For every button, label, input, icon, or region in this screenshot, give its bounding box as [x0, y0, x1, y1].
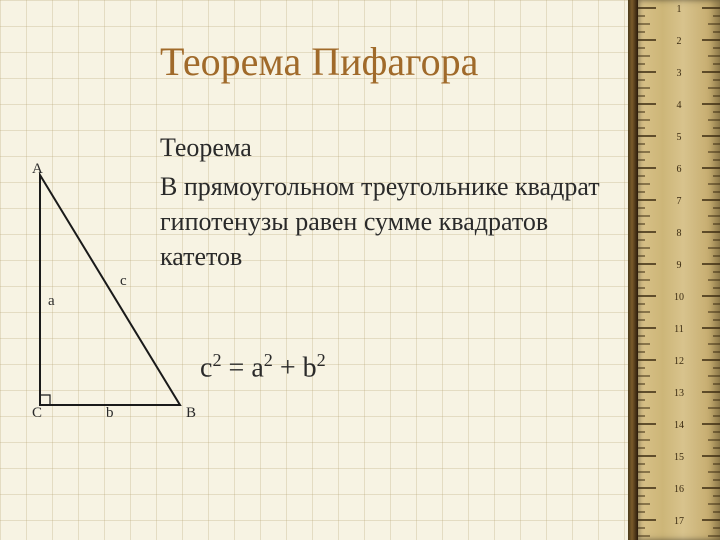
svg-text:8: 8 — [677, 228, 682, 239]
svg-text:16: 16 — [674, 484, 684, 495]
theorem-subheading: Теорема — [160, 130, 600, 165]
theorem-text: Теорема В прямоугольном треугольнике ква… — [160, 130, 600, 274]
triangle-svg — [30, 165, 210, 425]
svg-text:7: 7 — [677, 196, 682, 207]
triangle-diagram: A B C a b c — [30, 165, 210, 425]
formula-c-exp: 2 — [212, 350, 221, 370]
formula-a-exp: 2 — [264, 350, 273, 370]
svg-text:14: 14 — [674, 420, 684, 431]
vertex-label-A: A — [32, 161, 43, 178]
side-label-b: b — [106, 405, 114, 422]
formula-b-exp: 2 — [317, 350, 326, 370]
svg-text:5: 5 — [677, 132, 682, 143]
svg-text:12: 12 — [674, 356, 684, 367]
formula-b: b — [303, 352, 317, 383]
slide-title: Теорема Пифагора — [160, 38, 478, 85]
ruler-ticks: 1234567891011121314151617 — [638, 0, 720, 540]
side-label-c: c — [120, 273, 127, 290]
svg-text:15: 15 — [674, 452, 684, 463]
svg-text:1: 1 — [677, 4, 682, 15]
svg-text:4: 4 — [677, 100, 682, 111]
ruler-edge — [628, 0, 638, 540]
ruler-graphic: 1234567891011121314151617 — [628, 0, 720, 540]
svg-text:6: 6 — [677, 164, 682, 175]
svg-text:17: 17 — [674, 516, 684, 527]
slide: Теорема Пифагора Теорема В прямоугольном… — [0, 0, 720, 540]
svg-text:13: 13 — [674, 388, 684, 399]
formula-eq: = — [222, 352, 252, 383]
vertex-label-C: C — [32, 405, 42, 422]
ruler-body: 1234567891011121314151617 — [638, 0, 720, 540]
svg-text:10: 10 — [674, 292, 684, 303]
svg-text:2: 2 — [677, 36, 682, 47]
pythagoras-formula: c2 = a2 + b2 — [200, 350, 326, 384]
formula-plus: + — [273, 352, 303, 383]
svg-text:11: 11 — [674, 324, 684, 335]
vertex-label-B: B — [186, 405, 196, 422]
side-label-a: a — [48, 293, 55, 310]
formula-a: a — [251, 352, 263, 383]
svg-text:9: 9 — [677, 260, 682, 271]
theorem-statement: В прямоугольном треугольнике квадрат гип… — [160, 172, 600, 271]
svg-text:3: 3 — [677, 68, 682, 79]
